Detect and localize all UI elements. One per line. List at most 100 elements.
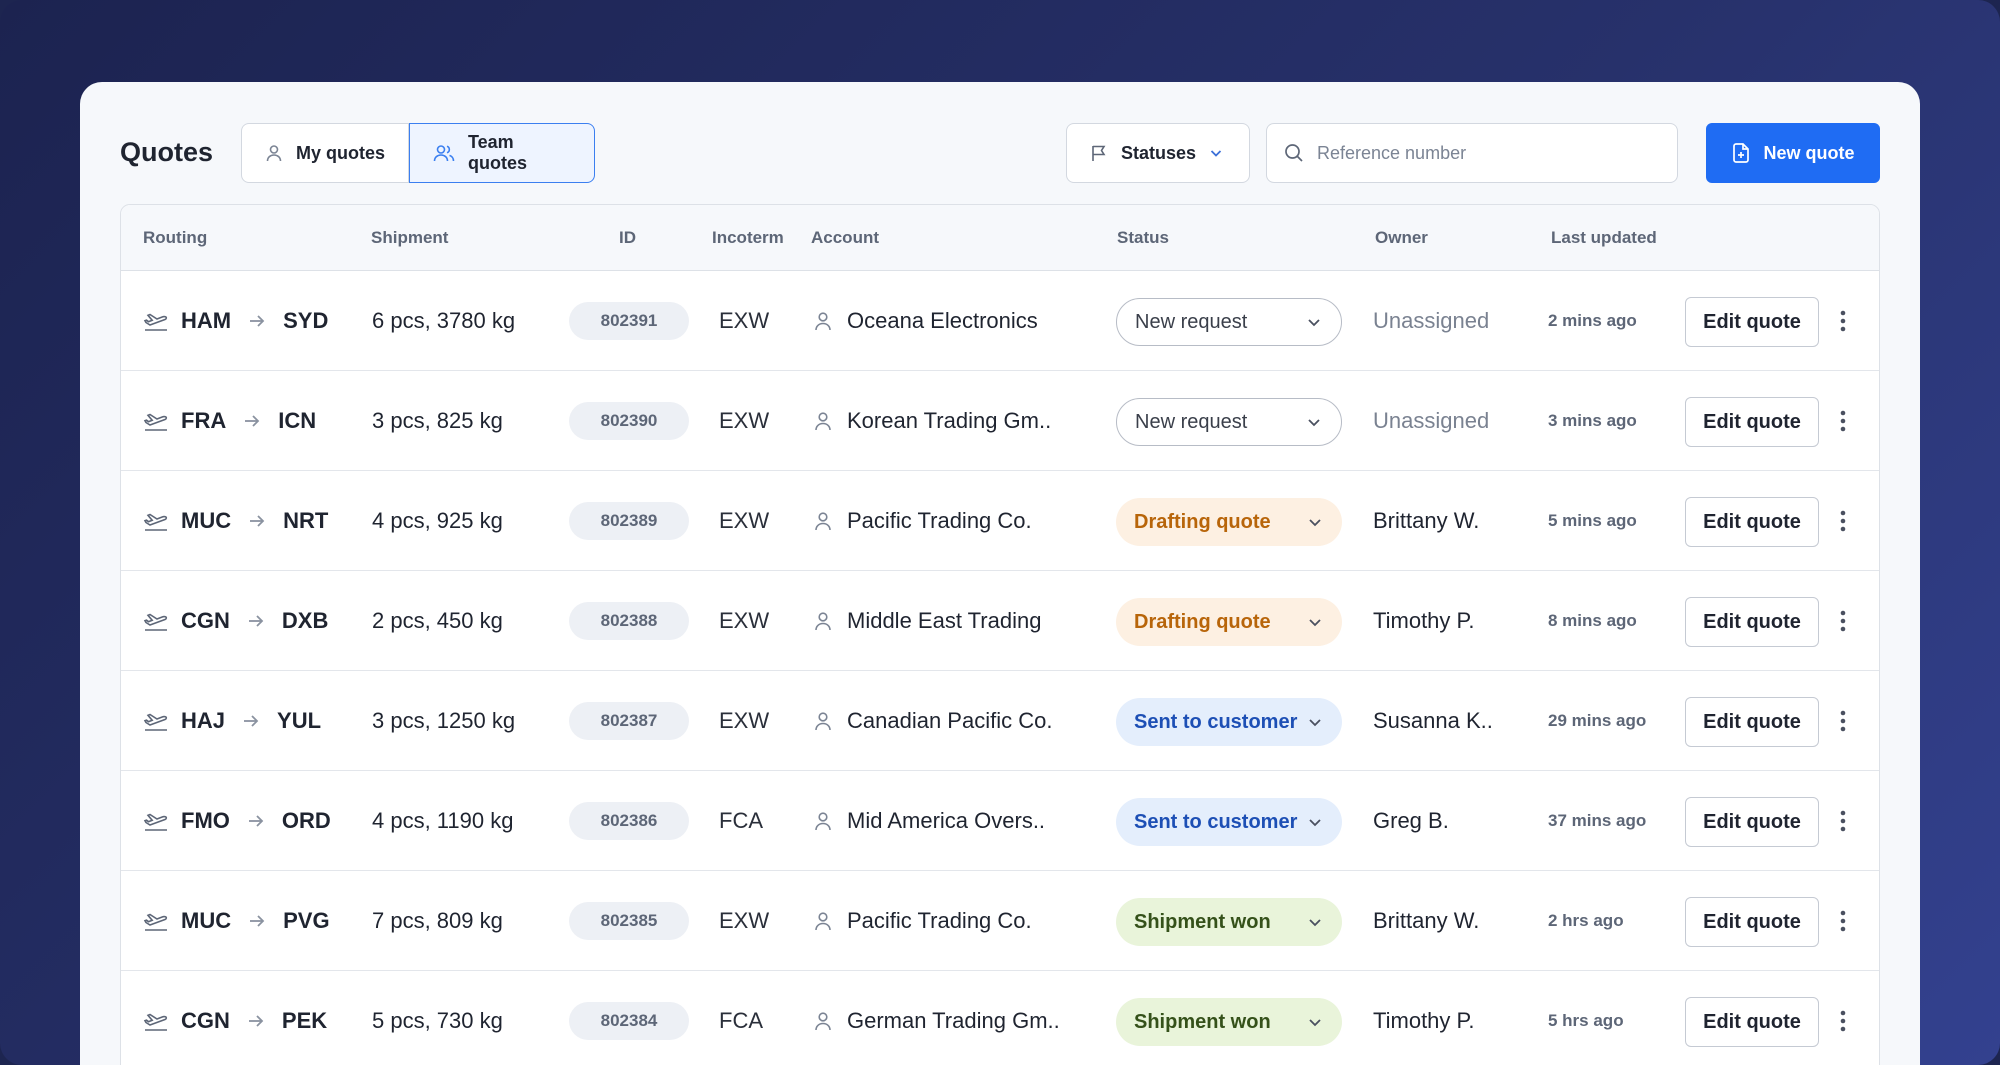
- routing-cell: FMO ORD: [143, 771, 331, 871]
- last-updated-cell: 3 mins ago: [1548, 411, 1637, 430]
- edit-quote-button[interactable]: Edit quote: [1685, 497, 1819, 547]
- new-quote-button[interactable]: New quote: [1706, 123, 1880, 183]
- status-dropdown[interactable]: Shipment won: [1116, 898, 1342, 946]
- chevron-down-icon: [1306, 1013, 1324, 1031]
- destination-code: ORD: [281, 808, 331, 833]
- status-dropdown[interactable]: New request: [1116, 398, 1342, 446]
- tab-team-quotes[interactable]: Team quotes: [409, 123, 595, 183]
- arrow-right-icon: [241, 711, 261, 731]
- edit-quote-button[interactable]: Edit quote: [1685, 897, 1819, 947]
- table-header: Routing Shipment ID Incoterm Account Sta…: [121, 205, 1879, 271]
- reference-number-input[interactable]: [1317, 142, 1661, 164]
- account-name: Korean Trading Gm..: [847, 408, 1052, 433]
- incoterm-cell: EXW: [719, 408, 770, 433]
- arrow-right-icon: [246, 811, 266, 831]
- quote-id-badge: 802387: [569, 702, 689, 740]
- quotes-panel: Quotes My quotes Team quotes: [80, 82, 1920, 1065]
- status-label: New request: [1135, 310, 1248, 333]
- destination-code: DXB: [281, 608, 329, 633]
- incoterm-cell: EXW: [719, 308, 770, 333]
- user-icon: [813, 610, 833, 632]
- table-row[interactable]: MUC NRT 4 pcs, 925 kg 802389 EXW Pacific…: [121, 471, 1879, 571]
- routing-cell: FRA ICN: [143, 371, 316, 471]
- quote-scope-toggle: My quotes Team quotes: [241, 123, 595, 183]
- table-row[interactable]: CGN DXB 2 pcs, 450 kg 802388 EXW Middle …: [121, 571, 1879, 671]
- account-name: Oceana Electronics: [847, 308, 1038, 333]
- table-row[interactable]: FMO ORD 4 pcs, 1190 kg 802386 FCA Mid Am…: [121, 771, 1879, 871]
- more-options-icon[interactable]: [1831, 471, 1855, 571]
- origin-code: HAM: [181, 308, 232, 333]
- shipment-cell: 4 pcs, 1190 kg: [372, 808, 514, 833]
- account-cell: Pacific Trading Co.: [813, 871, 1032, 971]
- edit-quote-button[interactable]: Edit quote: [1685, 697, 1819, 747]
- edit-quote-button[interactable]: Edit quote: [1685, 397, 1819, 447]
- destination-code: NRT: [283, 508, 329, 533]
- account-name: German Trading Gm..: [847, 1008, 1060, 1033]
- owner-cell: Brittany W.: [1373, 508, 1480, 533]
- plane-icon: [143, 310, 169, 332]
- account-name: Canadian Pacific Co.: [847, 708, 1053, 733]
- destination-code: PVG: [283, 908, 330, 933]
- more-options-icon[interactable]: [1831, 571, 1855, 671]
- search-icon: [1283, 142, 1305, 164]
- status-dropdown[interactable]: New request: [1116, 298, 1342, 346]
- status-dropdown[interactable]: Shipment won: [1116, 998, 1342, 1046]
- more-options-icon[interactable]: [1831, 371, 1855, 471]
- user-icon: [813, 1010, 833, 1032]
- status-dropdown[interactable]: Drafting quote: [1116, 598, 1342, 646]
- quote-id-badge: 802390: [569, 402, 689, 440]
- edit-quote-button[interactable]: Edit quote: [1685, 297, 1819, 347]
- account-cell: Oceana Electronics: [813, 271, 1038, 371]
- arrow-right-icon: [246, 1011, 266, 1031]
- status-dropdown[interactable]: Sent to customer: [1116, 798, 1342, 846]
- shipment-cell: 6 pcs, 3780 kg: [372, 308, 516, 333]
- table-row[interactable]: HAJ YUL 3 pcs, 1250 kg 802387 EXW Canadi…: [121, 671, 1879, 771]
- owner-cell: Unassigned: [1373, 308, 1490, 333]
- status-dropdown[interactable]: Drafting quote: [1116, 498, 1342, 546]
- routing-cell: CGN DXB: [143, 571, 328, 671]
- origin-code: MUC: [181, 508, 232, 533]
- tab-my-quotes[interactable]: My quotes: [241, 123, 409, 183]
- table-row[interactable]: CGN PEK 5 pcs, 730 kg 802384 FCA German …: [121, 971, 1879, 1065]
- last-updated-cell: 8 mins ago: [1548, 611, 1637, 630]
- edit-quote-button[interactable]: Edit quote: [1685, 597, 1819, 647]
- incoterm-cell: FCA: [719, 808, 763, 833]
- chevron-down-icon: [1306, 613, 1324, 631]
- table-row[interactable]: MUC PVG 7 pcs, 809 kg 802385 EXW Pacific…: [121, 871, 1879, 971]
- more-options-icon[interactable]: [1831, 971, 1855, 1065]
- last-updated-cell: 5 mins ago: [1548, 511, 1637, 530]
- edit-quote-button[interactable]: Edit quote: [1685, 997, 1819, 1047]
- user-icon: [813, 410, 833, 432]
- origin-code: FMO: [181, 808, 230, 833]
- plane-icon: [143, 410, 169, 432]
- account-name: Pacific Trading Co.: [847, 508, 1032, 533]
- more-options-icon[interactable]: [1831, 271, 1855, 371]
- table-row[interactable]: FRA ICN 3 pcs, 825 kg 802390 EXW Korean …: [121, 371, 1879, 471]
- chevron-down-icon: [1305, 413, 1323, 431]
- more-options-icon[interactable]: [1831, 871, 1855, 971]
- edit-quote-button[interactable]: Edit quote: [1685, 797, 1819, 847]
- quote-id-badge: 802391: [569, 302, 689, 340]
- origin-code: HAJ: [181, 708, 226, 733]
- account-cell: Mid America Overs..: [813, 771, 1045, 871]
- quote-id-badge: 802388: [569, 602, 689, 640]
- shipment-cell: 4 pcs, 925 kg: [372, 508, 503, 533]
- column-header-id: ID: [619, 228, 636, 247]
- statuses-filter[interactable]: Statuses: [1066, 123, 1250, 183]
- more-options-icon[interactable]: [1831, 771, 1855, 871]
- shipment-cell: 5 pcs, 730 kg: [372, 1008, 503, 1033]
- plane-icon: [143, 710, 169, 732]
- more-options-icon[interactable]: [1831, 671, 1855, 771]
- user-icon: [813, 510, 833, 532]
- column-header-owner: Owner: [1375, 228, 1428, 247]
- table-body: HAM SYD 6 pcs, 3780 kg 802391 EXW Oceana…: [121, 271, 1879, 1065]
- column-header-shipment: Shipment: [371, 228, 449, 247]
- routing-cell: HAJ YUL: [143, 671, 321, 771]
- flag-icon: [1089, 143, 1109, 163]
- table-row[interactable]: HAM SYD 6 pcs, 3780 kg 802391 EXW Oceana…: [121, 271, 1879, 371]
- arrow-right-icon: [247, 311, 267, 331]
- quote-id-badge: 802386: [569, 802, 689, 840]
- shipment-cell: 3 pcs, 825 kg: [372, 408, 503, 433]
- shipment-cell: 2 pcs, 450 kg: [372, 608, 503, 633]
- status-dropdown[interactable]: Sent to customer: [1116, 698, 1342, 746]
